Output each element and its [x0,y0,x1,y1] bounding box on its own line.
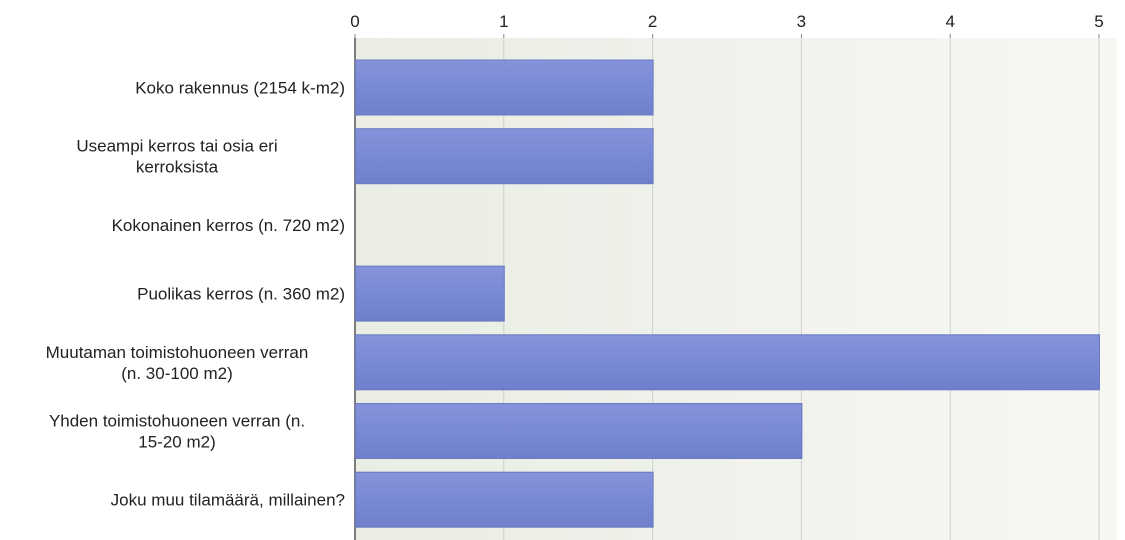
category-label: (n. 30-100 m2) [121,364,233,383]
bar [355,265,505,322]
bar [355,403,803,459]
category-label: Muutaman toimistohuoneen verran [46,343,309,362]
bar [355,59,654,116]
x-tick-label: 2 [648,12,657,31]
category-label: kerroksista [136,158,219,177]
bar [355,128,654,185]
x-tick-label: 5 [1094,12,1103,31]
category-label: Joku muu tilamäärä, millainen? [111,491,345,510]
bars [355,59,1100,528]
category-label: Puolikas kerros (n. 360 m2) [137,285,345,304]
x-axis-ticks: 0 1 2 3 4 5 [350,12,1104,38]
category-label: Useampi kerros tai osia eri [76,137,277,156]
category-label: Kokonainen kerros (n. 720 m2) [112,216,345,235]
x-tick-label: 4 [945,12,954,31]
x-tick-label: 1 [499,12,508,31]
category-labels: Koko rakennus (2154 k-m2) Useampi kerros … [46,79,345,510]
category-label: 15-20 m2) [138,433,215,452]
x-tick-label: 3 [797,12,806,31]
x-tick-label: 0 [350,12,359,31]
bar [355,471,654,528]
bar [355,334,1100,391]
category-label: Yhden toimistohuoneen verran (n. [49,412,305,431]
category-label: Koko rakennus (2154 k-m2) [135,79,345,98]
